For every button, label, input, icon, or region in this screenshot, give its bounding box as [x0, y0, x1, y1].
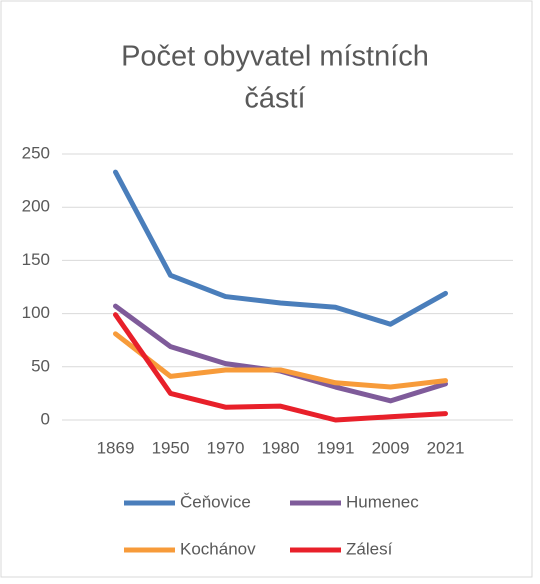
- x-tick-label: 1869: [97, 438, 135, 457]
- y-tick-label: 0: [41, 409, 50, 428]
- data-line: [113, 312, 448, 423]
- y-tick-label: 50: [31, 356, 50, 375]
- data-line: [113, 331, 448, 390]
- x-tick-label: 2021: [427, 438, 465, 457]
- chart-border: [0, 0, 533, 578]
- x-tick-label: 1950: [152, 438, 190, 457]
- chart-title: částí: [244, 83, 305, 115]
- legend-label: Kochánov: [180, 539, 256, 558]
- x-tick-label: 2009: [372, 438, 410, 457]
- chart-title: Počet obyvatel místních: [121, 41, 429, 73]
- x-tick-label: 1991: [317, 438, 355, 457]
- y-tick-label: 250: [22, 143, 50, 162]
- legend-label: Zálesí: [346, 539, 393, 558]
- x-tick-label: 1970: [207, 438, 245, 457]
- legend-label: Čeňovice: [180, 492, 251, 511]
- y-tick-label: 100: [22, 303, 50, 322]
- y-tick-label: 200: [22, 197, 50, 216]
- data-line: [113, 169, 448, 327]
- x-tick-label: 1980: [262, 438, 300, 457]
- y-tick-label: 150: [22, 250, 50, 269]
- legend-label: Humenec: [346, 492, 419, 511]
